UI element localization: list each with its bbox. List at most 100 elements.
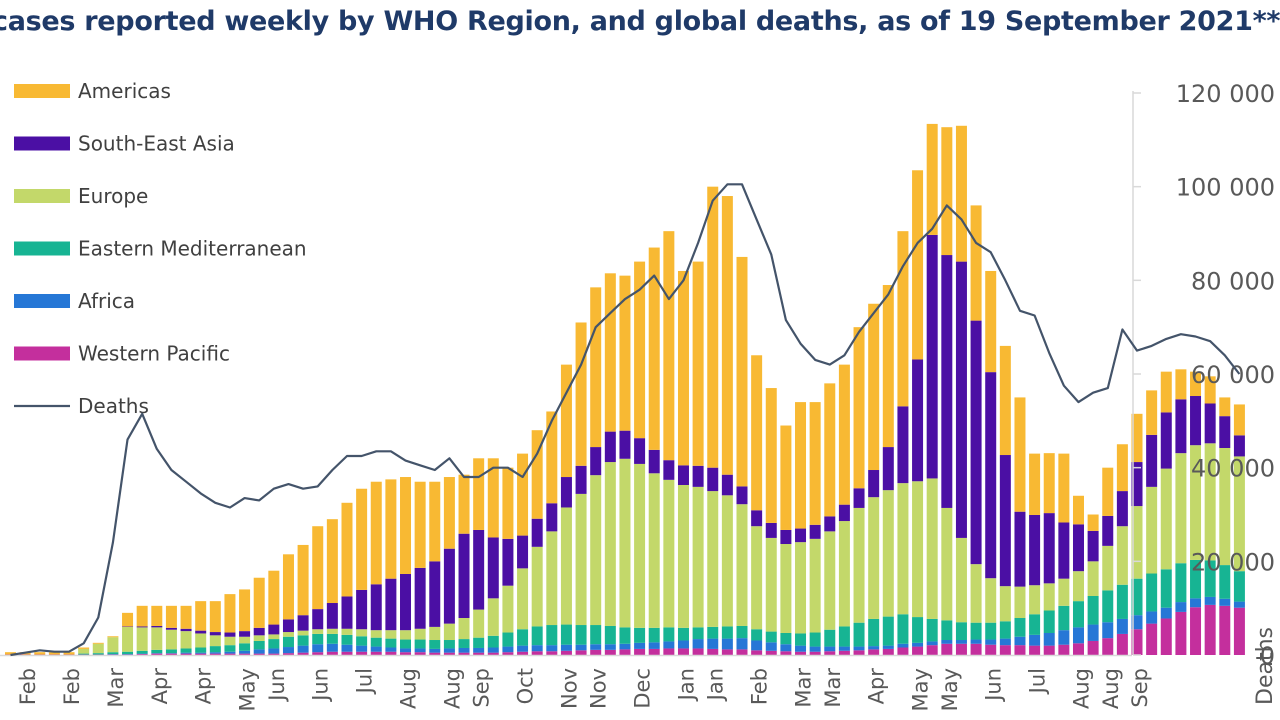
bar-segment-western-pacific bbox=[458, 652, 470, 655]
x-tick-label: Oct bbox=[514, 668, 538, 704]
bar-segment-western-pacific bbox=[180, 653, 192, 655]
bar-week-69 bbox=[1014, 397, 1026, 655]
bar-segment-americas bbox=[78, 647, 90, 649]
bar-segment-south-east-asia bbox=[1116, 491, 1128, 527]
bar-segment-south-east-asia bbox=[926, 234, 938, 479]
bar-segment-eastern-mediterranean bbox=[1102, 590, 1114, 623]
bar-segment-americas bbox=[765, 388, 777, 523]
bar-segment-europe bbox=[634, 463, 646, 628]
bar-week-34 bbox=[502, 467, 514, 655]
bar-segment-eastern-mediterranean bbox=[165, 649, 177, 654]
x-tick-label: Dec bbox=[631, 668, 655, 709]
bar-segment-western-pacific bbox=[941, 643, 953, 655]
bar-segment-south-east-asia bbox=[400, 573, 412, 631]
bar-segment-europe bbox=[1029, 585, 1041, 615]
bar-segment-africa bbox=[853, 646, 865, 651]
bar-segment-eastern-mediterranean bbox=[1087, 595, 1099, 625]
bar-segment-eastern-mediterranean bbox=[1014, 618, 1026, 637]
x-tick-label: Feb bbox=[60, 668, 84, 705]
chart-title: cases reported weekly by WHO Region, and… bbox=[0, 6, 1280, 37]
bar-segment-eastern-mediterranean bbox=[941, 620, 953, 641]
bar-segment-eastern-mediterranean bbox=[1029, 614, 1041, 635]
legend-swatch bbox=[14, 136, 70, 151]
bar-segment-africa bbox=[970, 639, 982, 644]
bar-segment-africa bbox=[575, 644, 587, 651]
bar-segment-americas bbox=[677, 270, 689, 466]
bar-segment-americas bbox=[107, 636, 119, 638]
right-axis-tick-label: 100 000 bbox=[1176, 174, 1275, 202]
bar-segment-americas bbox=[63, 652, 75, 655]
bar-segment-americas bbox=[619, 275, 631, 431]
legend-item-deaths: Deaths bbox=[14, 394, 149, 418]
bar-segment-europe bbox=[765, 537, 777, 632]
bar-week-54 bbox=[795, 402, 807, 655]
bar-segment-africa bbox=[1160, 607, 1172, 619]
bar-segment-europe bbox=[1043, 583, 1055, 611]
bar-segment-eastern-mediterranean bbox=[253, 640, 265, 650]
bar-segment-western-pacific bbox=[282, 653, 294, 655]
bar-week-48 bbox=[707, 186, 719, 655]
bar-segment-americas bbox=[795, 402, 807, 529]
bar-segment-eastern-mediterranean bbox=[1116, 584, 1128, 619]
bar-week-52 bbox=[765, 388, 777, 655]
bar-segment-europe bbox=[985, 578, 997, 623]
bar-segment-eastern-mediterranean bbox=[195, 647, 207, 653]
bar-segment-africa bbox=[1029, 634, 1041, 646]
bar-segment-africa bbox=[1072, 627, 1084, 644]
bar-segment-americas bbox=[297, 544, 309, 616]
bar-segment-europe bbox=[297, 630, 309, 636]
bar-segment-western-pacific bbox=[1072, 643, 1084, 655]
bar-segment-south-east-asia bbox=[736, 486, 748, 505]
bar-segment-western-pacific bbox=[502, 652, 514, 655]
bar-segment-eastern-mediterranean bbox=[356, 636, 368, 646]
x-tick-label: Aug bbox=[397, 668, 421, 709]
bar-segment-south-east-asia bbox=[838, 504, 850, 522]
bar-segment-western-pacific bbox=[517, 651, 529, 655]
bar-segment-western-pacific bbox=[1058, 644, 1070, 655]
bar-segment-americas bbox=[970, 205, 982, 321]
bar-segment-africa bbox=[1087, 624, 1099, 641]
bar-segment-south-east-asia bbox=[502, 538, 514, 586]
bar-week-35 bbox=[517, 453, 529, 655]
bar-week-32 bbox=[473, 458, 485, 655]
bar-segment-europe bbox=[458, 618, 470, 640]
bar-segment-south-east-asia bbox=[1102, 515, 1114, 546]
x-tick-label: Jun bbox=[265, 668, 289, 703]
bar-segment-south-east-asia bbox=[312, 609, 324, 630]
bar-week-42 bbox=[619, 275, 631, 655]
bar-segment-western-pacific bbox=[326, 651, 338, 655]
bar-segment-western-pacific bbox=[882, 648, 894, 655]
bar-segment-europe bbox=[429, 626, 441, 641]
bar-segment-africa bbox=[882, 645, 894, 649]
bar-segment-eastern-mediterranean bbox=[546, 625, 558, 646]
bar-segment-americas bbox=[92, 642, 104, 644]
bar-segment-europe bbox=[1146, 486, 1158, 574]
bar-segment-eastern-mediterranean bbox=[721, 626, 733, 639]
bar-week-10 bbox=[151, 605, 163, 655]
bar-segment-eastern-mediterranean bbox=[458, 639, 470, 648]
x-tick-label: Jun bbox=[982, 668, 1006, 703]
bar-segment-eastern-mediterranean bbox=[473, 637, 485, 648]
bar-segment-western-pacific bbox=[692, 648, 704, 655]
bar-week-24 bbox=[356, 488, 368, 655]
bar-segment-africa bbox=[443, 648, 455, 653]
bar-segment-europe bbox=[312, 629, 324, 634]
bar-segment-south-east-asia bbox=[634, 438, 646, 464]
bar-segment-western-pacific bbox=[268, 653, 280, 655]
x-tick-label: May bbox=[236, 668, 260, 711]
bar-segment-south-east-asia bbox=[136, 626, 148, 628]
bar-segment-europe bbox=[575, 493, 587, 626]
bar-segment-europe bbox=[180, 631, 192, 649]
bar-segment-south-east-asia bbox=[1087, 530, 1099, 562]
bar-segment-europe bbox=[999, 586, 1011, 622]
bar-segment-americas bbox=[195, 601, 207, 631]
bar-segment-europe bbox=[414, 628, 426, 640]
bar-segment-europe bbox=[970, 564, 982, 623]
bar-segment-eastern-mediterranean bbox=[634, 627, 646, 643]
bar-segment-americas bbox=[136, 605, 148, 627]
bar-segment-eastern-mediterranean bbox=[136, 650, 148, 654]
bar-week-25 bbox=[370, 481, 382, 655]
legend-label: Africa bbox=[78, 289, 135, 313]
bar-week-31 bbox=[458, 474, 470, 655]
